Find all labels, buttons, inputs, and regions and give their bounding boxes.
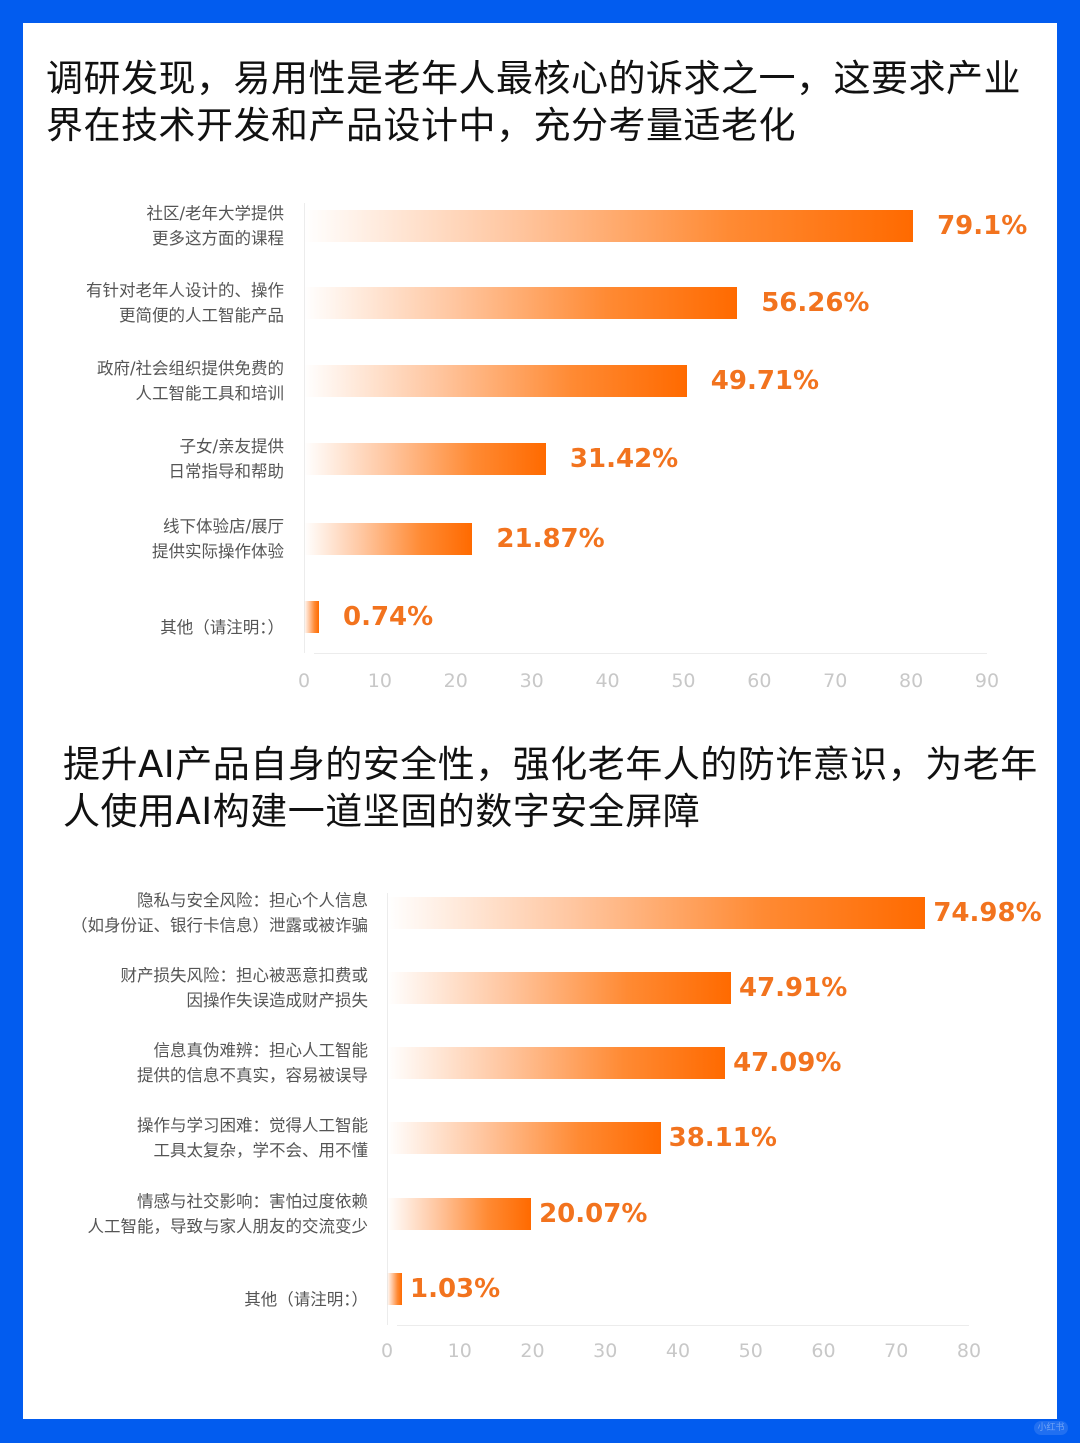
- x-tick-label: 50: [738, 1340, 763, 1362]
- x-tick-label: 70: [823, 670, 848, 692]
- value-label: 20.07%: [539, 1199, 648, 1229]
- value-label: 79.1%: [937, 211, 1028, 241]
- category-label: 情感与社交影响：害怕过度依赖 人工智能，导致与家人朋友的交流变少: [87, 1192, 369, 1236]
- x-tick-label: 50: [671, 670, 696, 692]
- x-tick-label: 0: [380, 1340, 394, 1362]
- bar: [387, 1198, 532, 1230]
- x-tick-label: 30: [519, 670, 544, 692]
- x-tick-label: 30: [593, 1340, 618, 1362]
- bar: [387, 897, 926, 929]
- x-tick-label: 20: [443, 670, 468, 692]
- value-label: 56.26%: [761, 288, 870, 318]
- x-tick-label: 40: [665, 1340, 691, 1362]
- category-label: 政府/社会组织提供免费的 人工智能工具和培训: [96, 359, 284, 403]
- value-label: 49.71%: [710, 366, 820, 396]
- bar: [387, 1047, 726, 1079]
- category-label: 子女/亲友提供 日常指导和帮助: [168, 437, 285, 481]
- bar: [304, 523, 473, 555]
- category-label: 其他（请注明：）: [160, 617, 284, 637]
- bar: [387, 1273, 402, 1305]
- x-tick-label: 10: [447, 1340, 472, 1362]
- y-axis-line: [304, 203, 305, 653]
- x-tick-label: 10: [367, 670, 392, 692]
- headline-security: 提升AI产品自身的安全性，强化老年人的防诈意识，为老年人使用AI构建一道坚固的数…: [63, 743, 1038, 833]
- bar: [304, 210, 914, 242]
- category-label: 线下体验店/展厅 提供实际操作体验: [152, 517, 284, 561]
- value-label: 31.42%: [569, 444, 679, 474]
- value-label: 38.11%: [668, 1123, 777, 1153]
- y-axis-line: [387, 893, 388, 1325]
- value-label: 1.03%: [410, 1274, 501, 1304]
- category-label: 信息真伪难辨：担心人工智能 提供的信息不真实，容易被误导: [137, 1041, 368, 1085]
- x-tick-label: 0: [297, 670, 311, 692]
- category-label: 财产损失风险：担心被恶意扣费或 因操作失误造成财产损失: [120, 966, 369, 1010]
- x-tick-label: 40: [595, 670, 620, 692]
- x-tick-label: 80: [899, 670, 924, 692]
- category-label: 隐私与安全风险：担心个人信息 （如身份证、银行卡信息）泄露或被诈骗: [71, 891, 368, 935]
- x-tick-label: 80: [956, 1340, 982, 1362]
- x-tick-label: 60: [811, 1340, 836, 1362]
- value-label: 21.87%: [496, 524, 605, 554]
- bar: [304, 601, 319, 633]
- bar: [304, 365, 687, 397]
- category-label: 其他（请注明：）: [244, 1289, 368, 1309]
- value-label: 0.74%: [343, 602, 434, 632]
- x-tick-label: 70: [884, 1340, 909, 1362]
- content-card: 调研发现，易用性是老年人最核心的诉求之一，这要求产业界在技术开发和产品设计中，充…: [23, 23, 1057, 1419]
- headline-usability: 调研发现，易用性是老年人最核心的诉求之一，这要求产业界在技术开发和产品设计中，充…: [46, 57, 1021, 147]
- x-tick-label: 90: [974, 670, 1000, 692]
- x-tick-label: 60: [747, 670, 772, 692]
- x-axis-line: [397, 1325, 969, 1326]
- value-label: 74.98%: [933, 898, 1042, 928]
- category-label: 操作与学习困难：觉得人工智能 工具太复杂，学不会、用不懂: [137, 1116, 368, 1160]
- bar: [387, 1122, 661, 1154]
- category-label: 有针对老年人设计的、操作 更简便的人工智能产品: [86, 281, 284, 325]
- watermark-badge: 小红书: [1034, 1421, 1068, 1435]
- x-tick-label: 20: [520, 1340, 545, 1362]
- category-label: 社区/老年大学提供 更多这方面的课程: [146, 204, 284, 248]
- bar: [304, 287, 738, 319]
- value-label: 47.09%: [733, 1048, 842, 1078]
- bar: [304, 443, 546, 475]
- x-axis-line: [314, 653, 987, 654]
- bar: [387, 972, 731, 1004]
- value-label: 47.91%: [738, 973, 848, 1003]
